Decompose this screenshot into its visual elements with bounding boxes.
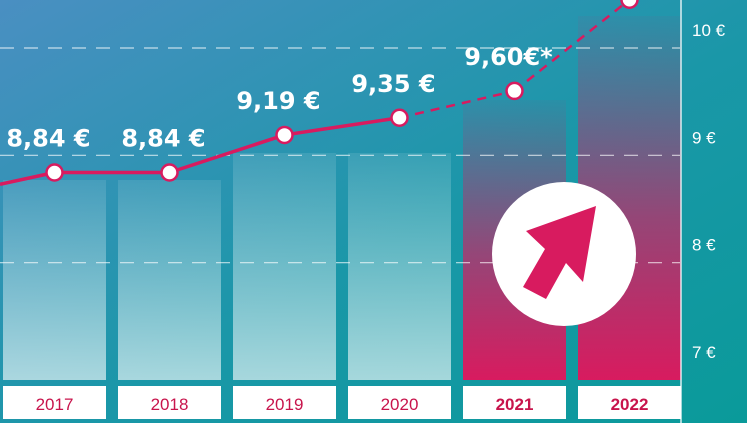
bar-2019 [233,153,336,380]
data-label-2020: 9,35 € [351,70,435,98]
x-axis: 2017 2018 2019 2020 2021 2022 [3,386,681,419]
line-segment-2019 [284,116,400,137]
category-label-2021: 2021 [496,395,534,414]
point-2020 [390,108,409,128]
line-segment-2018 [168,133,286,175]
bar-2017 [3,180,106,380]
arrow-shape [523,206,596,299]
category-box-2019 [233,386,336,419]
line-segment-2021 [513,0,631,92]
point-2021 [505,81,524,101]
category-label-2022: 2022 [611,395,649,414]
y-tick-label: 8 € [692,236,716,255]
category-box-2017 [3,386,106,419]
category-box-2022 [578,386,681,419]
y-tick-label: 10 € [692,21,726,40]
data-labels: 8,84 € 8,84 € 9,19 € 9,35 € 9,60€* [6,43,553,153]
trend-line [0,0,639,187]
data-label-2018: 8,84 € [121,125,205,153]
point-2018 [160,163,179,182]
gridlines [0,47,680,264]
data-label-2017: 8,84 € [6,125,90,153]
line-segment-2020 [399,89,515,119]
data-label-2019: 9,19 € [236,87,320,115]
point-2019 [275,125,294,145]
data-label-2021: 9,60€* [464,43,553,71]
line-segment-start [0,170,55,187]
category-label-2019: 2019 [266,395,304,414]
category-box-2018 [118,386,221,419]
category-box-2020 [348,386,451,419]
y-tick-label: 9 € [692,128,716,147]
y-tick-label: 7 € [692,343,716,362]
bar-2018 [118,180,221,380]
category-label-2020: 2020 [381,395,419,414]
point-2017 [45,163,64,182]
bar-2020 [348,153,451,380]
point-2022 [620,0,639,9]
y-axis: 7 € 8 € 9 € 10 € [680,0,726,423]
category-box-2021 [463,386,566,419]
category-label-2017: 2017 [36,395,74,414]
arrow-up-right-icon [492,182,636,326]
category-label-2018: 2018 [151,395,189,414]
